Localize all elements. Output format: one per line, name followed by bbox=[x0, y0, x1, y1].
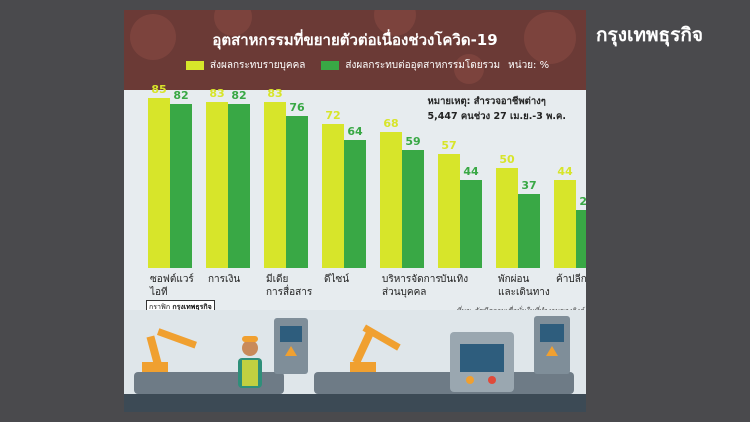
data-label-2-7: 29 bbox=[579, 195, 586, 208]
category-label-1-0: การเงิน bbox=[208, 274, 240, 285]
bar-2-0 bbox=[170, 104, 192, 268]
credit-label: กราฟิก bbox=[149, 303, 171, 311]
virus-background-band bbox=[124, 10, 586, 90]
category-label-0-1: ไอที bbox=[149, 286, 168, 298]
bar-1-2 bbox=[264, 102, 286, 268]
credit-brand: กรุงเทพธุรกิจ bbox=[172, 303, 212, 311]
data-label-1-2: 83 bbox=[267, 87, 282, 100]
legend: ส่งผลกระทบรายบุคคล ส่งผลกระทบต่ออุตสาหกร… bbox=[186, 58, 549, 73]
bar-1-0 bbox=[148, 98, 170, 268]
robot-arm-icon bbox=[350, 324, 401, 372]
data-label-1-7: 44 bbox=[557, 165, 573, 178]
category-label-4-1: ส่วนบุคคล bbox=[382, 287, 426, 298]
legend-swatch-series2 bbox=[321, 61, 340, 70]
data-label-1-4: 68 bbox=[383, 117, 398, 130]
survey-note: หมายเหตุ: สำรวจอาชีพต่างๆ 5,447 คนช่วง 2… bbox=[428, 94, 566, 124]
category-label-2-1: การสื่อสาร bbox=[266, 284, 313, 298]
publisher-logo: กรุงเทพธุรกิจ bbox=[596, 24, 703, 46]
data-label-2-0: 82 bbox=[173, 89, 188, 102]
bar-2-7 bbox=[576, 210, 586, 268]
bar-1-6 bbox=[496, 168, 518, 268]
bar-1-1 bbox=[206, 102, 228, 268]
data-label-1-1: 83 bbox=[209, 87, 224, 100]
control-panel-icon bbox=[274, 318, 308, 374]
category-label-3-0: ดีไซน์ bbox=[324, 273, 349, 285]
conveyor-belt-icon bbox=[314, 372, 574, 394]
category-label-5-0: บันเทิง bbox=[440, 274, 468, 285]
category-label-0-0: ซอฟต์แวร์ bbox=[150, 273, 194, 285]
bar-1-7 bbox=[554, 180, 576, 268]
factory-illustration bbox=[124, 310, 586, 412]
category-label-2-0: มีเดีย bbox=[266, 273, 288, 285]
data-label-2-4: 59 bbox=[405, 135, 420, 148]
bar-2-6 bbox=[518, 194, 540, 268]
worker-icon bbox=[238, 336, 262, 388]
legend-label-series2: ส่งผลกระทบต่ออุตสาหกรรมโดยรวม bbox=[345, 60, 501, 71]
bar-2-5 bbox=[460, 180, 482, 268]
data-label-2-3: 64 bbox=[347, 125, 363, 138]
bar-1-4 bbox=[380, 132, 402, 268]
bar-1-5 bbox=[438, 154, 460, 268]
bar-chart: 85 82 ซอฟต์แวร์ไอที 83 82 การเงิน 83 76 มีเดียกา… bbox=[148, 83, 586, 298]
data-label-1-3: 72 bbox=[325, 109, 340, 122]
category-label-7-0: ค้าปลีก bbox=[556, 273, 586, 285]
data-label-2-5: 44 bbox=[463, 165, 479, 178]
robot-arm-icon bbox=[142, 328, 197, 372]
data-label-2-1: 82 bbox=[231, 89, 246, 102]
bar-2-2 bbox=[286, 116, 308, 268]
bar-2-4 bbox=[402, 150, 424, 268]
bar-1-3 bbox=[322, 124, 344, 268]
bar-2-3 bbox=[344, 140, 366, 268]
data-label-1-5: 57 bbox=[441, 139, 456, 152]
note-line-1: หมายเหตุ: สำรวจอาชีพต่างๆ bbox=[427, 96, 546, 107]
category-label-4-0: บริหารจัดการ bbox=[382, 274, 441, 285]
control-panel-icon bbox=[534, 316, 570, 374]
data-label-2-2: 76 bbox=[289, 101, 305, 114]
data-label-1-0: 85 bbox=[151, 83, 166, 96]
data-label-2-6: 37 bbox=[521, 179, 536, 192]
machine-icon bbox=[450, 332, 514, 392]
floor bbox=[124, 394, 586, 412]
virus-icon bbox=[454, 54, 484, 84]
infographic-card: อุตสาหกรรมที่ขยายตัวต่อเนื่องช่วงโควิด-1… bbox=[124, 10, 586, 412]
data-label-1-6: 50 bbox=[499, 153, 515, 166]
note-line-2: 5,447 คนช่วง 27 เม.ย.-3 พ.ค. bbox=[427, 111, 566, 122]
virus-icon bbox=[130, 14, 176, 60]
virus-icon bbox=[524, 12, 576, 64]
bar-2-1 bbox=[228, 104, 250, 268]
category-label-6-1: และเดินทาง bbox=[498, 287, 550, 298]
chart-title: อุตสาหกรรมที่ขยายตัวต่อเนื่องช่วงโควิด-1… bbox=[212, 31, 498, 49]
category-label-6-0: พักผ่อน bbox=[498, 274, 530, 285]
legend-swatch-series1 bbox=[186, 61, 204, 70]
legend-label-series1: ส่งผลกระทบรายบุคคล bbox=[210, 60, 306, 71]
unit-label: หน่วย: % bbox=[508, 60, 550, 71]
